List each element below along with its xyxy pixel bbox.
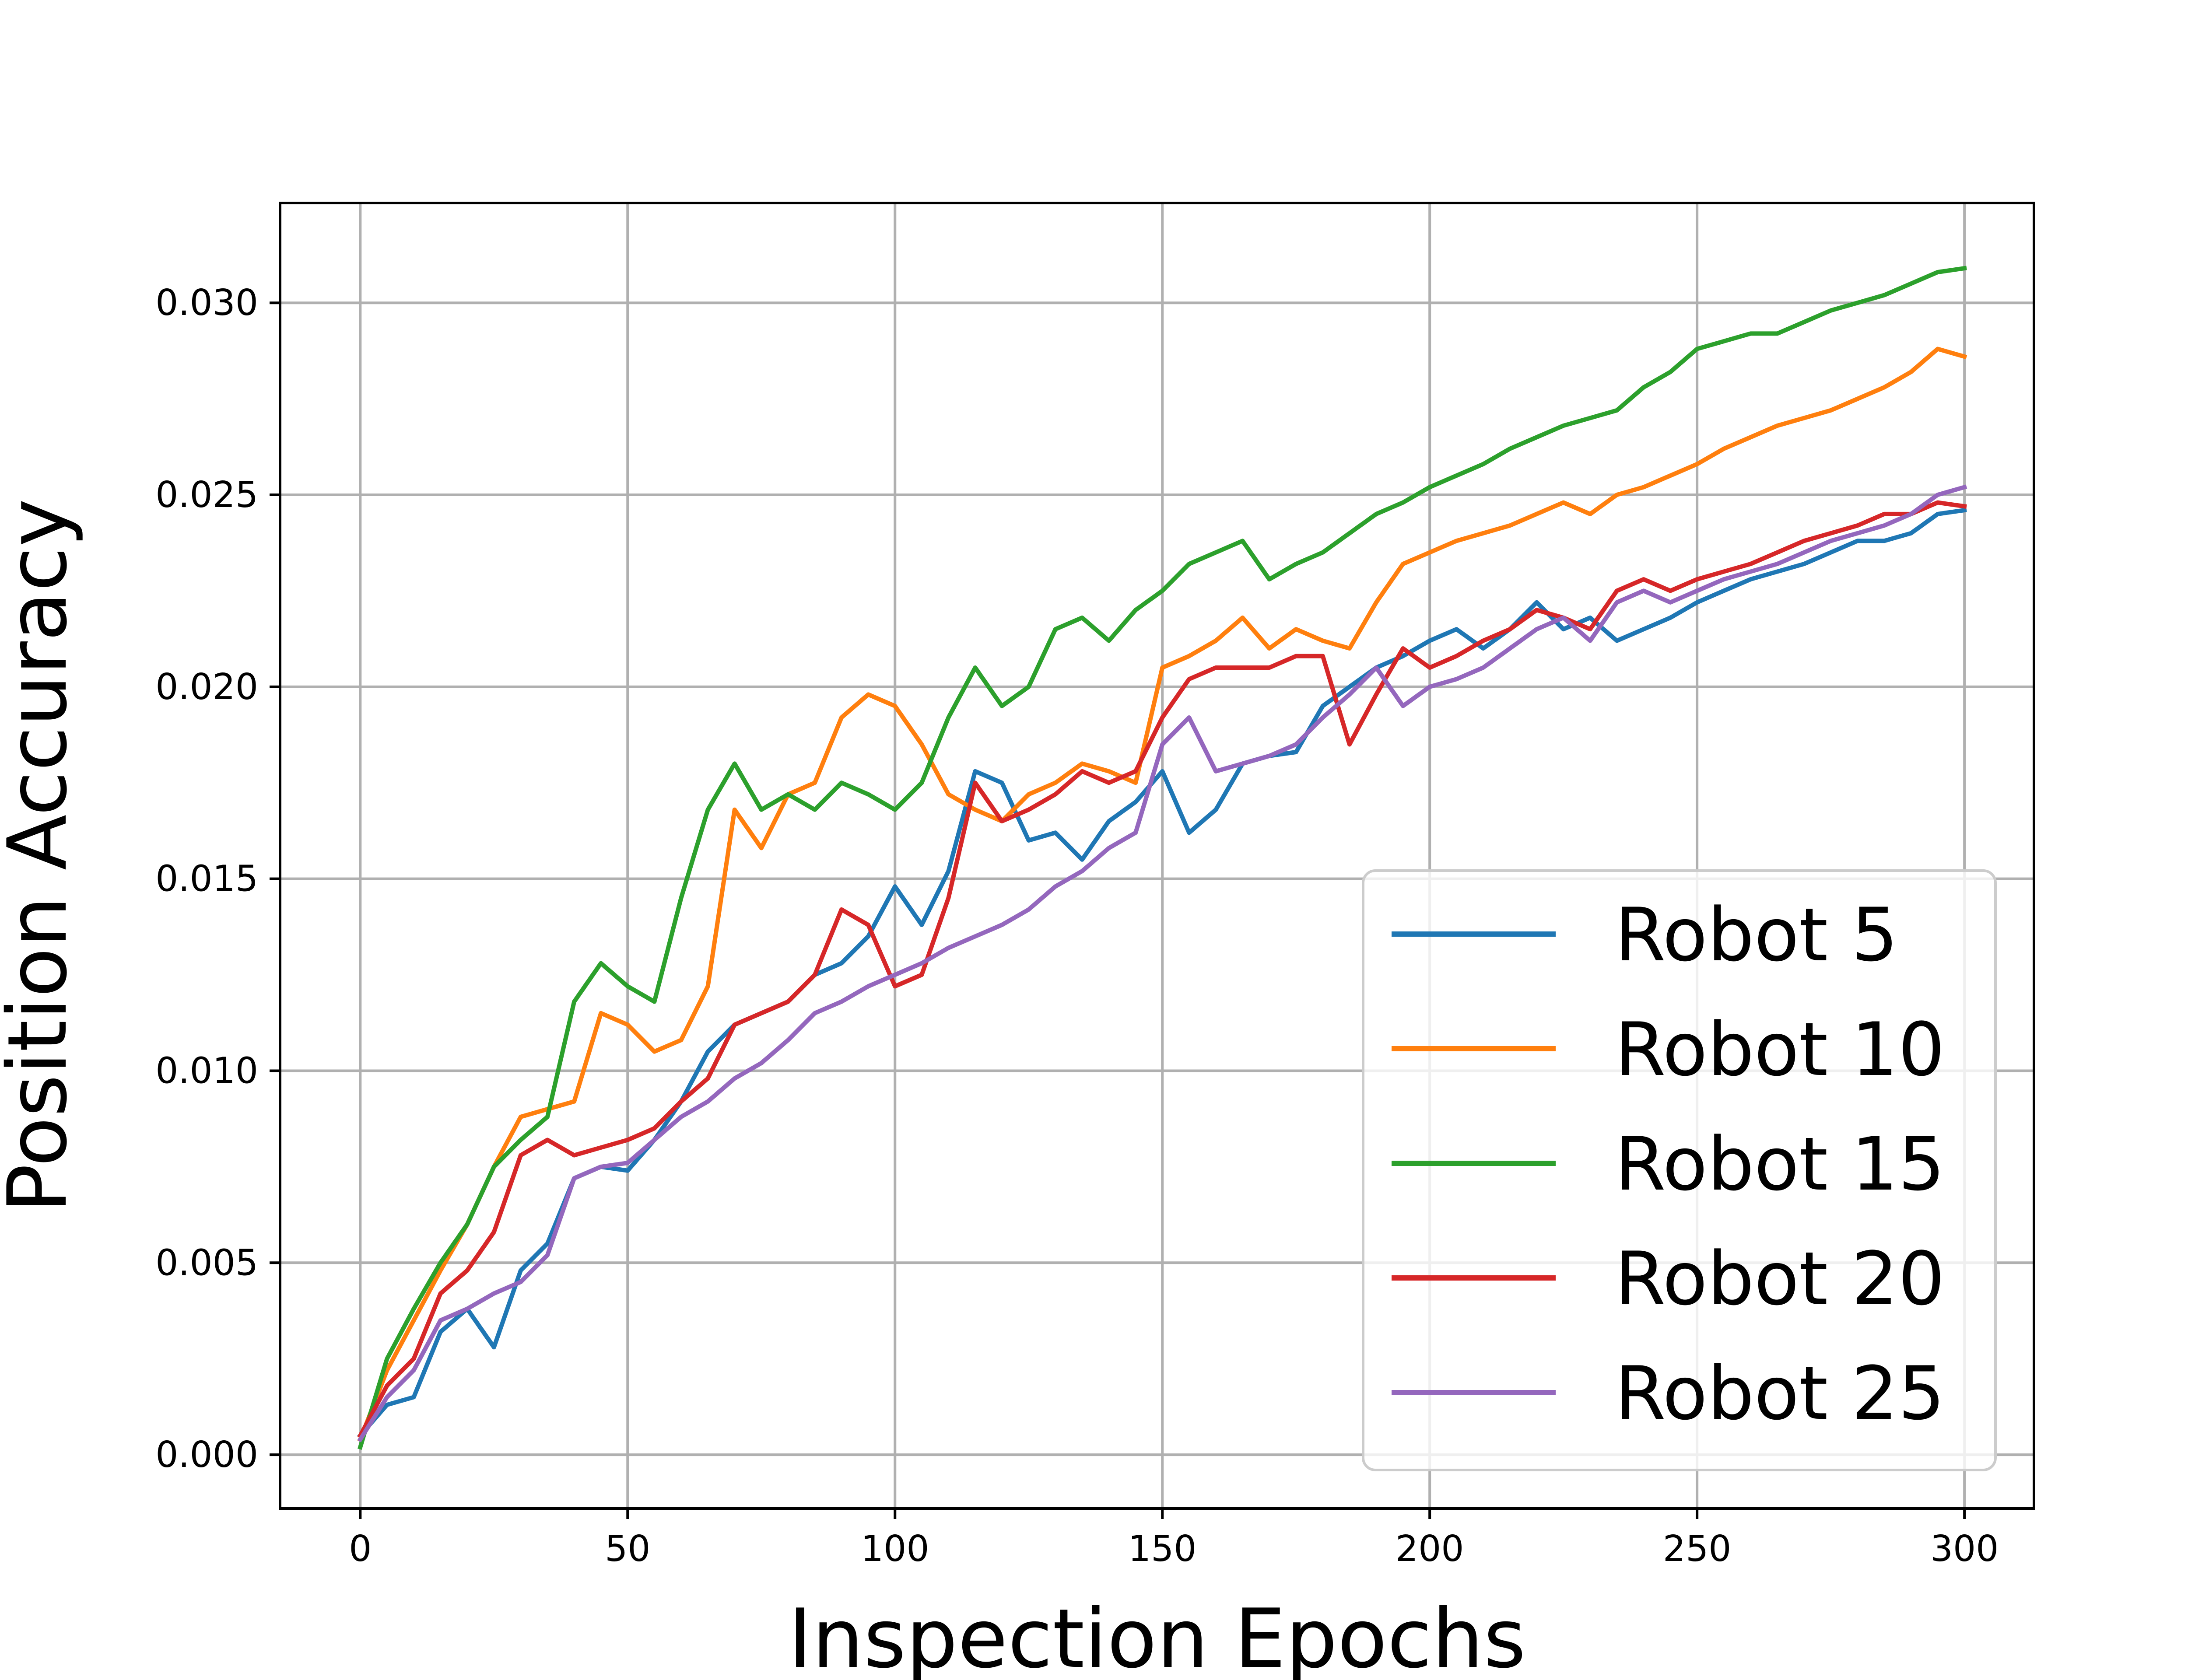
legend-entry-label: Robot 10 <box>1615 1007 1945 1092</box>
y-axis-label: Position Accuracy <box>0 499 85 1213</box>
legend-entry-label: Robot 5 <box>1615 892 1898 978</box>
y-tick-label: 0.025 <box>155 474 258 516</box>
x-axis: 0 50 100 150 200 250 300 <box>349 1508 1999 1570</box>
y-tick-label: 0.030 <box>155 282 258 324</box>
series-line-4 <box>357 500 1967 1438</box>
x-axis-label: Inspection Epochs <box>788 1591 1526 1680</box>
plot-frame <box>279 202 2035 1510</box>
x-tick-label: 0 <box>349 1528 372 1570</box>
y-tick-label: 0.015 <box>155 858 258 900</box>
x-tick-label: 250 <box>1663 1528 1732 1570</box>
x-tick-label: 150 <box>1128 1528 1197 1570</box>
series-layer <box>357 266 1967 1450</box>
legend-entry-label: Robot 25 <box>1615 1351 1945 1436</box>
series-line-1 <box>357 508 1967 1439</box>
legend: Robot 5 Robot 10 Robot 15 Robot 20 Robot 25 <box>1362 869 1997 1471</box>
x-tick-label: 300 <box>1930 1528 1999 1570</box>
x-tick-label: 200 <box>1396 1528 1464 1570</box>
y-tick-label: 0.010 <box>155 1050 258 1092</box>
series-line-3 <box>358 266 1967 1450</box>
y-tick-label: 0.020 <box>155 666 258 708</box>
legend-entry-label: Robot 20 <box>1615 1236 1945 1322</box>
y-tick-label: 0.005 <box>155 1242 258 1284</box>
x-tick-label: 100 <box>861 1528 929 1570</box>
y-axis: 0.000 0.005 0.010 0.015 0.020 0.025 0.030 <box>155 282 280 1476</box>
y-tick-label: 0.000 <box>155 1434 258 1476</box>
legend-entry-label: Robot 15 <box>1615 1121 1945 1207</box>
x-tick-label: 50 <box>605 1528 650 1570</box>
series-line-5 <box>357 484 1967 1442</box>
legend-box <box>1362 869 1997 1471</box>
series-line-2 <box>357 346 1967 1442</box>
